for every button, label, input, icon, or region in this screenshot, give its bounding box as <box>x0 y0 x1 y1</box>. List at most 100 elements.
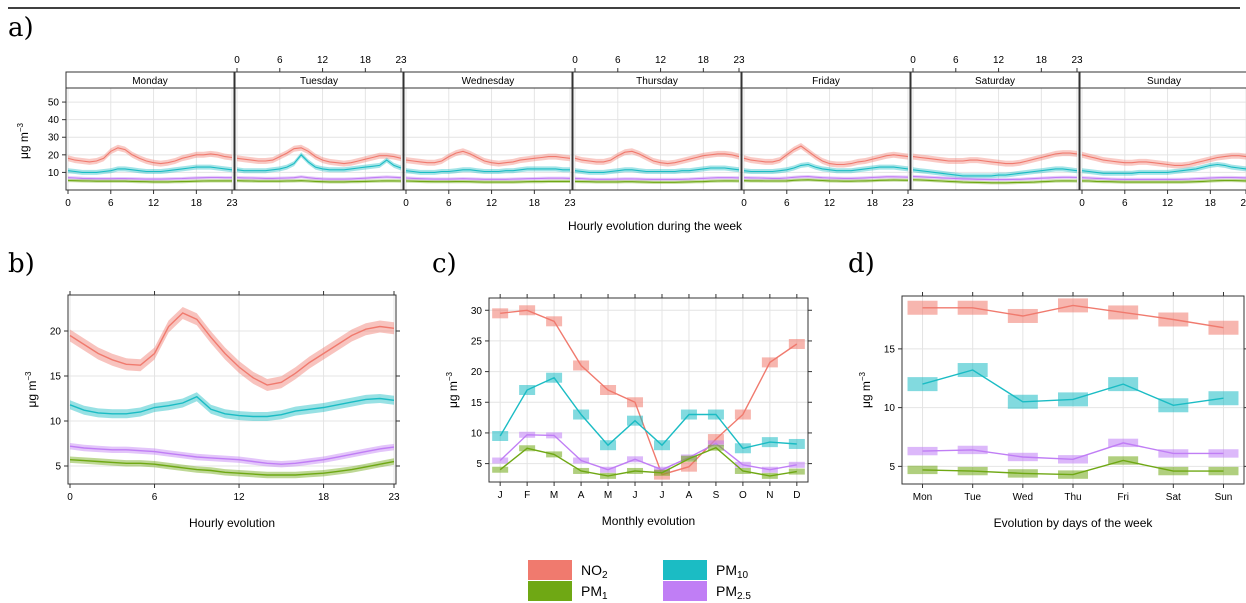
panel-c-xtick-label: M <box>550 490 558 501</box>
panel-a-strip-label-monday: Monday <box>132 76 168 87</box>
panel-a-line-PM2_5 <box>405 177 571 180</box>
panel-a-strip-label-sunday: Sunday <box>1147 76 1181 87</box>
panel-c-box-PM10 <box>788 438 805 449</box>
panel-b-frame <box>67 294 397 485</box>
panel-a-line-PM1 <box>67 179 232 183</box>
panel-a-line-NO2 <box>236 147 402 165</box>
panel-a-line-PM2_5 <box>743 176 909 179</box>
panel-d-xtick-label: Tue <box>964 492 981 503</box>
panel-b-xlabel: Hourly evolution <box>189 516 275 530</box>
panel-a-line-PM2_5 <box>236 176 402 180</box>
panel-a-line-PM2_5 <box>67 176 232 180</box>
panel-a-band-PM10 <box>744 162 908 174</box>
panel-a-line-PM10 <box>1081 163 1246 174</box>
panel-d-xtick-label: Thu <box>1064 492 1081 503</box>
panel-a-line-NO2 <box>574 150 740 165</box>
panel-a-xtick-label: 6 <box>1122 198 1128 209</box>
panel-c-box-PM10 <box>492 431 509 441</box>
panel-a-line-PM10 <box>236 153 402 172</box>
panel-a-band-PM2_5 <box>913 175 1077 182</box>
panel-a-band-PM10 <box>406 166 570 175</box>
panel-b-ytick-label: 10 <box>50 417 62 428</box>
panel-a-line-NO2 <box>67 147 233 165</box>
panel-c-ytick-label: 15 <box>471 398 483 409</box>
legend-label-PM2_5: PM2.5 <box>716 583 751 602</box>
panel-d-xtick-label: Mon <box>913 492 932 503</box>
panel-a-strip-label-tuesday: Tuesday <box>300 76 338 87</box>
legend-label-main: NO <box>581 562 602 578</box>
legend-label-sub: 2.5 <box>737 591 751 602</box>
panel-c-xtick-label: D <box>793 490 800 501</box>
panel-a-xtick-label: 0 <box>65 198 71 209</box>
panel-d-xtick-label: Fri <box>1117 492 1129 503</box>
panel-a-frame <box>572 87 742 191</box>
panel-a-line-PM1 <box>236 180 402 183</box>
panel-a-day-0: Monday 0 6 12 18 23 <box>65 71 238 209</box>
panel-a-xtick-label: 6 <box>108 198 114 209</box>
panel-a-band-PM2_5 <box>406 176 570 181</box>
panel-d-xtick-label: Sat <box>1166 492 1181 503</box>
panel-a-line-NO2 <box>1081 154 1246 166</box>
panel-a-band-PM1 <box>68 178 232 184</box>
panel-b-band-PM1 <box>70 456 394 479</box>
panel-d-ylabel: μg m−3 <box>858 371 873 408</box>
panel-c-frame <box>488 297 809 483</box>
panel-b-hourly-chart: 0 6 12 18 23 5 10 15 20 μg m−3 Hourly evolution <box>24 291 400 530</box>
panel-c-ylabel-main: μg m <box>446 381 460 408</box>
panel-a-xlabel: Hourly evolution during the week <box>568 219 743 233</box>
panel-a-xtick-label: 12 <box>148 198 160 209</box>
panel-a-line-PM2_5 <box>912 176 1078 181</box>
panel-c-ytick-label: 20 <box>471 367 483 378</box>
legend-label-NO2: NO2 <box>581 562 608 581</box>
panel-d-line-NO2 <box>922 304 1224 329</box>
panel-c-line-PM10 <box>499 376 797 450</box>
panel-label-d: d) <box>848 249 875 279</box>
panel-a-xtick-label: 23 <box>902 198 914 209</box>
panel-a-ytick-label: 10 <box>48 168 60 179</box>
panel-a-band-NO2 <box>1082 151 1246 169</box>
panel-c-ytick-label: 25 <box>471 336 483 347</box>
panel-a-ytick-label: 20 <box>48 150 60 161</box>
panel-a-line-NO2 <box>405 150 571 165</box>
panel-a-xtick-label: 12 <box>993 55 1005 66</box>
panel-c-line-NO2 <box>500 309 798 476</box>
panel-a-ytick-label: 50 <box>48 98 60 109</box>
panel-a-ytick-label: 40 <box>48 115 60 126</box>
legend-label-PM10: PM10 <box>716 562 749 581</box>
legend-swatch-PM2_5 <box>663 581 707 601</box>
panel-a-xtick-label: 6 <box>277 55 283 66</box>
panel-a-band-PM1 <box>913 178 1077 185</box>
panel-a-xtick-label: 6 <box>953 55 959 66</box>
panel-b-ytick-label: 15 <box>50 372 62 383</box>
panel-a-ylabel-sup: −3 <box>16 122 25 132</box>
legend-label-sub: 10 <box>737 570 749 581</box>
panel-d-line-PM2_5 <box>922 442 1224 461</box>
panel-c-ylabel: μg m−3 <box>445 371 460 408</box>
legend-swatch-PM1 <box>528 581 572 601</box>
panel-d-xlabel: Evolution by days of the week <box>994 516 1154 530</box>
panel-a-band-PM10 <box>1082 162 1246 176</box>
panel-a-line-PM10 <box>574 167 740 173</box>
panel-a-xtick-label: 18 <box>191 198 203 209</box>
panel-a-line-PM1 <box>405 180 570 183</box>
panel-b-ytick-label: 5 <box>55 462 61 473</box>
panel-a-line-PM1 <box>574 180 740 183</box>
panel-a-strip-label-saturday: Saturday <box>975 76 1015 87</box>
panel-a-band-PM2_5 <box>68 175 232 181</box>
panel-a-xtick-label: 0 <box>403 198 409 209</box>
panel-a-line-PM10 <box>405 168 570 173</box>
panel-d-ytick-label: 10 <box>884 403 896 414</box>
panel-label-c: c) <box>432 249 457 279</box>
panel-a-xtick-label: 0 <box>741 198 747 209</box>
panel-a-day-3: Thursday 0 6 12 18 23 <box>572 55 745 191</box>
panel-a-xtick-label: 23 <box>564 198 576 209</box>
panel-a-frame <box>910 87 1080 191</box>
panel-a-band-NO2 <box>744 143 908 168</box>
panel-c-xtick-label: O <box>739 490 747 501</box>
panel-a-xtick-label: 12 <box>486 198 498 209</box>
panel-c-xtick-label: A <box>686 490 693 501</box>
panel-d-line-PM1 <box>922 459 1224 476</box>
legend-swatch-NO2 <box>528 560 572 580</box>
panel-a-xtick-label: 23 <box>226 198 238 209</box>
panel-a-line-PM10 <box>912 168 1078 177</box>
